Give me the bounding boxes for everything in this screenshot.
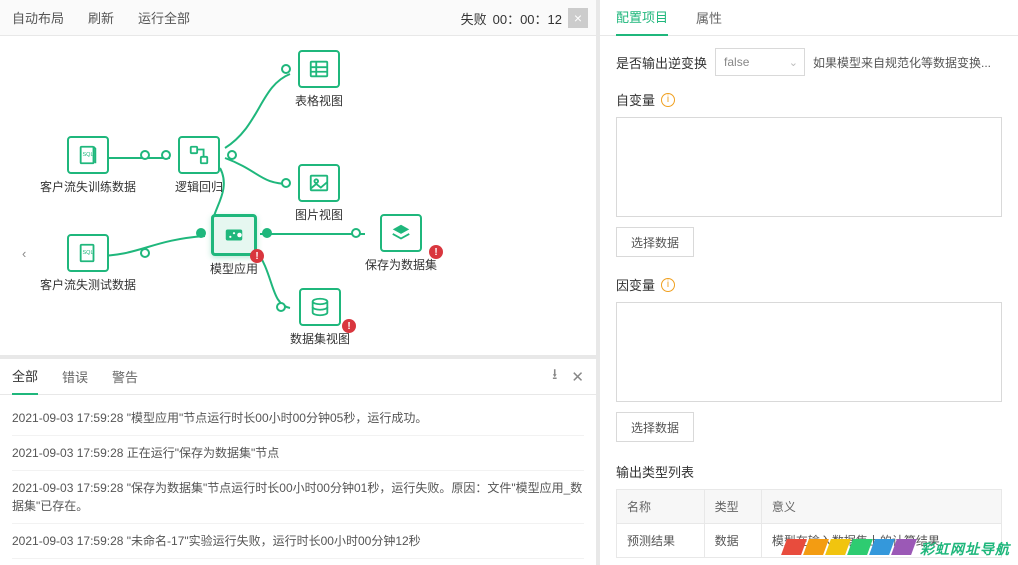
select-data-button-ivar[interactable]: 选择数据 (616, 227, 694, 257)
watermark: 彩虹网址导航 (784, 539, 1010, 559)
status-label: 失败 (461, 9, 487, 28)
sql-file-icon: SQL (76, 242, 100, 264)
left-pane: 自动布局 刷新 运行全部 失败 00：00：12 × (0, 0, 600, 565)
log-tabs: 全部 错误 警告 ⭳ ✕ (0, 359, 596, 395)
node-image-view[interactable]: 图片视图 (295, 164, 343, 223)
col-type: 类型 (704, 490, 761, 524)
cell-type: 数据 (704, 524, 761, 558)
node-logistic-regression[interactable]: 逻辑回归 (175, 136, 223, 195)
status-time: 00：00：12 (493, 9, 562, 28)
error-badge-icon: ! (342, 319, 356, 333)
refresh-button[interactable]: 刷新 (88, 8, 114, 27)
col-meaning: 意义 (761, 490, 1001, 524)
image-icon (307, 172, 331, 194)
node-label: 客户流失训练数据 (40, 178, 136, 195)
select-data-button-dvar[interactable]: 选择数据 (616, 412, 694, 442)
run-all-button[interactable]: 运行全部 (138, 8, 190, 27)
inverse-transform-label: 是否输出逆变换 (616, 53, 707, 72)
cell-name: 预测结果 (617, 524, 705, 558)
log-body[interactable]: 2021-09-03 17:59:28 "模型应用"节点运行时长00小时00分钟… (0, 395, 596, 565)
ivar-title: 自变量 (616, 90, 655, 109)
node-save-dataset[interactable]: ! 保存为数据集 (365, 214, 437, 273)
svg-text:SQL: SQL (83, 250, 94, 256)
tab-config[interactable]: 配置项目 (616, 0, 668, 36)
node-label: 保存为数据集 (365, 256, 437, 273)
node-label: 数据集视图 (290, 330, 350, 347)
inverse-transform-hint: 如果模型来自规范化等数据变换... (813, 54, 991, 71)
node-label: 客户流失测试数据 (40, 276, 136, 293)
log-tab-warning[interactable]: 警告 (112, 359, 138, 395)
close-icon[interactable]: ✕ (571, 368, 584, 386)
log-tab-error[interactable]: 错误 (62, 359, 88, 395)
sql-file-icon: SQL (76, 144, 100, 166)
node-test-data[interactable]: ‹ SQL 客户流失测试数据 (40, 234, 136, 293)
right-tabs: 配置项目 属性 (600, 0, 1018, 36)
right-pane: 配置项目 属性 是否输出逆变换 false 如果模型来自规范化等数据变换... … (600, 0, 1018, 565)
auto-layout-button[interactable]: 自动布局 (12, 8, 64, 27)
status-close-button[interactable]: × (568, 8, 588, 28)
log-line: 2021-09-03 17:59:28 "模型应用"节点运行时长00小时00分钟… (12, 401, 584, 436)
node-dataset-view[interactable]: ! 数据集视图 (290, 288, 350, 347)
node-label: 图片视图 (295, 206, 343, 223)
node-train-data[interactable]: SQL 客户流失训练数据 (40, 136, 136, 195)
info-icon: i (661, 278, 675, 292)
tab-attributes[interactable]: 属性 (696, 0, 722, 36)
col-name: 名称 (617, 490, 705, 524)
output-types-title: 输出类型列表 (616, 462, 694, 481)
info-icon: i (661, 93, 675, 107)
error-badge-icon: ! (429, 245, 443, 259)
config-body: 是否输出逆变换 false 如果模型来自规范化等数据变换... 自变量 i 选择… (600, 36, 1018, 565)
dvar-title: 因变量 (616, 275, 655, 294)
workflow-canvas[interactable]: 表格视图 SQL 客户流失训练数据 逻辑回归 图 (0, 36, 596, 355)
inverse-transform-select[interactable]: false (715, 48, 805, 76)
log-line: 2021-09-03 17:59:28 正在运行"保存为数据集"节点 (12, 436, 584, 471)
node-label: 逻辑回归 (175, 178, 223, 195)
layers-icon (389, 222, 413, 244)
table-icon (307, 58, 331, 80)
chevron-left-icon: ‹ (22, 246, 26, 261)
log-line: 2021-09-03 17:59:28 "未命名-17"实验运行失败，运行时长0… (12, 524, 584, 559)
log-tab-all[interactable]: 全部 (12, 359, 38, 395)
error-badge-icon: ! (250, 249, 264, 263)
node-model-apply[interactable]: ! 模型应用 (210, 214, 258, 277)
log-line: 2021-09-03 17:59:28 "保存为数据集"节点运行时长00小时00… (12, 471, 584, 524)
download-icon[interactable]: ⭳ (552, 364, 557, 389)
svg-text:SQL: SQL (83, 152, 94, 158)
node-label: 表格视图 (295, 92, 343, 109)
log-panel: 全部 错误 警告 ⭳ ✕ 2021-09-03 17:59:28 "模型应用"节… (0, 355, 596, 565)
top-toolbar: 自动布局 刷新 运行全部 失败 00：00：12 × (0, 0, 596, 36)
dvar-dropzone[interactable] (616, 302, 1002, 402)
node-label: 模型应用 (210, 260, 258, 277)
model-apply-icon (222, 224, 246, 246)
watermark-text: 彩虹网址导航 (920, 539, 1010, 559)
flow-icon (187, 144, 211, 166)
database-icon (308, 296, 332, 318)
node-table-view[interactable]: 表格视图 (295, 50, 343, 109)
ivar-dropzone[interactable] (616, 117, 1002, 217)
status-bar: 失败 00：00：12 × (461, 0, 588, 36)
